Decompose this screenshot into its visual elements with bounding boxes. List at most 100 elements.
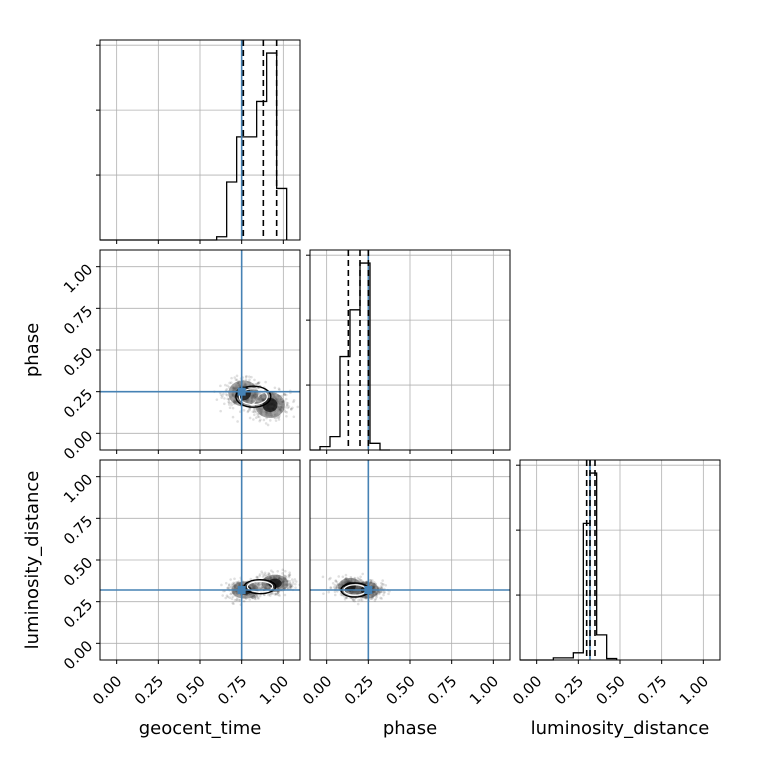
sample-point <box>221 594 224 597</box>
sample-point <box>233 376 237 379</box>
sample-point <box>231 583 234 587</box>
sample-point <box>343 597 347 601</box>
sample-point <box>253 413 256 417</box>
density-core <box>268 578 282 588</box>
sample-point <box>255 382 258 386</box>
sample-point <box>291 582 295 585</box>
sample-point <box>359 598 362 601</box>
sample-point <box>224 393 228 396</box>
sample-point <box>257 581 261 585</box>
sample-point <box>227 583 231 586</box>
sample-point <box>230 376 233 380</box>
sample-point <box>228 596 232 600</box>
sample-point <box>253 595 257 599</box>
x-tick-label: 0.75 <box>424 672 460 708</box>
sample-point <box>351 597 354 600</box>
x-tick-label: 0.25 <box>131 672 167 708</box>
y-axis-label-phase: phase <box>22 323 43 377</box>
sample-point <box>258 392 261 395</box>
sample-point <box>264 380 267 384</box>
sample-point <box>260 586 263 589</box>
x-tick-label: 0.50 <box>592 672 628 708</box>
sample-point <box>262 574 266 577</box>
sample-point <box>285 403 289 407</box>
sample-point <box>222 392 225 396</box>
sample-point <box>258 574 261 578</box>
x-tick-label: 1.00 <box>256 672 292 708</box>
sample-point <box>287 405 291 408</box>
sample-point <box>284 574 287 578</box>
sample-point <box>223 402 226 406</box>
sample-point <box>274 593 278 596</box>
sample-point <box>267 593 270 597</box>
sample-point <box>263 593 266 597</box>
sample-point <box>229 381 233 385</box>
sample-point <box>333 593 337 597</box>
sample-point <box>285 404 289 407</box>
sample-point <box>380 585 384 589</box>
x-tick-label: 0.75 <box>634 672 670 708</box>
y-tick-label: 0.50 <box>60 344 96 380</box>
sample-point <box>288 586 292 590</box>
sample-point <box>253 597 257 600</box>
sample-point <box>289 584 293 587</box>
sample-point <box>291 406 294 410</box>
sample-point <box>267 573 271 576</box>
sample-point <box>256 381 260 385</box>
sample-point <box>286 401 290 405</box>
sample-point <box>262 418 266 422</box>
y-tick-label: 0.00 <box>60 427 96 463</box>
sample-point <box>257 583 260 587</box>
sample-point <box>284 410 287 413</box>
sample-point <box>258 594 262 598</box>
sample-point <box>374 597 378 601</box>
sample-point <box>334 586 338 589</box>
sample-point <box>277 415 281 418</box>
histogram-bars <box>520 472 618 661</box>
samples <box>220 568 300 606</box>
sample-point <box>356 576 360 580</box>
sample-point <box>380 597 383 600</box>
sample-point <box>292 399 296 402</box>
scatter-panel-geocent_time-phase <box>99 249 301 451</box>
sample-point <box>289 585 293 588</box>
sample-point <box>257 581 261 585</box>
sample-point <box>344 573 348 577</box>
sample-point <box>380 590 383 594</box>
sample-point <box>256 415 260 418</box>
sample-point <box>360 598 364 602</box>
x-tick-label: 0.50 <box>172 672 208 708</box>
sample-point <box>235 378 239 382</box>
sample-point <box>329 576 332 580</box>
sample-point <box>380 587 383 590</box>
x-tick-label: 0.00 <box>89 672 125 708</box>
scatter-panel-geocent_time-luminosity_distance <box>99 459 301 661</box>
sample-point <box>375 595 378 599</box>
sample-point <box>267 571 270 575</box>
sample-point <box>253 409 257 412</box>
sample-point <box>381 579 384 582</box>
sample-point <box>278 594 281 597</box>
truth-marker <box>237 387 246 396</box>
sample-point <box>227 400 230 404</box>
sample-point <box>290 408 293 411</box>
contour-inner <box>246 580 274 593</box>
sample-point <box>344 596 348 600</box>
x-tick-label: 0.25 <box>551 672 587 708</box>
sample-point <box>254 410 258 414</box>
sample-point <box>258 381 261 384</box>
sample-point <box>327 590 331 594</box>
sample-point <box>255 575 259 579</box>
sample-point <box>225 594 229 597</box>
x-tick-label: 0.00 <box>299 672 335 708</box>
sample-point <box>290 584 293 587</box>
sample-point <box>225 394 229 397</box>
histogram-bars <box>100 52 288 241</box>
sample-point <box>292 400 295 404</box>
y-tick-label: 0.25 <box>60 595 96 631</box>
sample-point <box>328 577 331 581</box>
sample-point <box>378 591 381 595</box>
sample-point <box>226 595 230 599</box>
sample-point <box>219 393 223 397</box>
